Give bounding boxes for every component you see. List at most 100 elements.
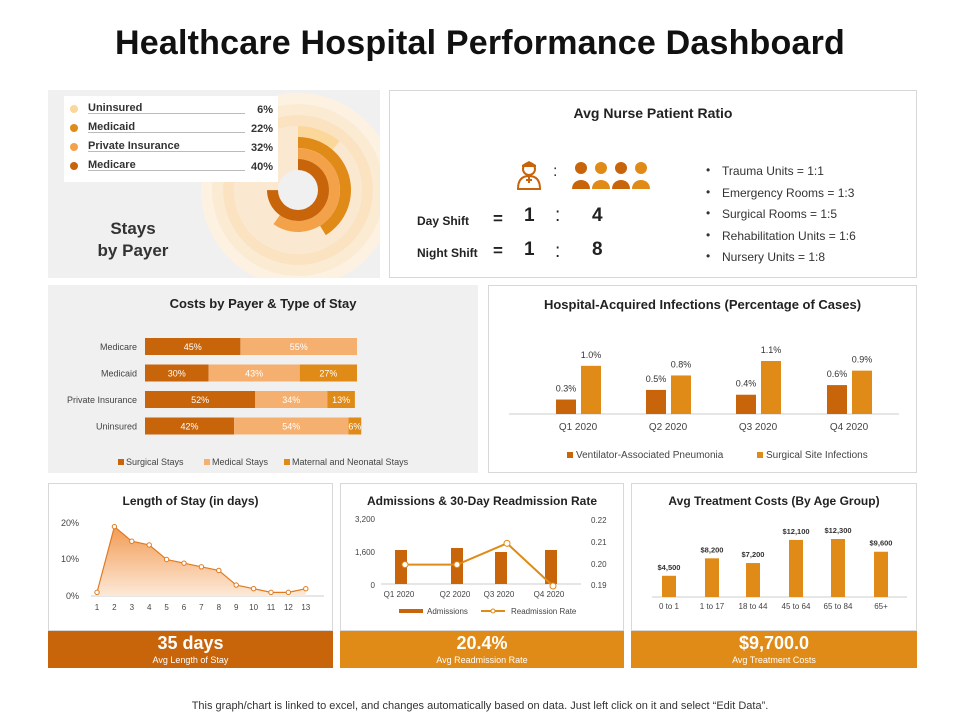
legend-value: 32% [250,142,273,154]
x-tick-label: 1 to 17 [700,602,725,611]
data-point [94,589,100,596]
kpi-length-of-stay: 35 days Avg Length of Stay [48,631,333,668]
x-tick-label: 18 to 44 [739,602,768,611]
legend-swatch [204,459,210,465]
data-label: 55% [290,342,308,352]
infections-chart[interactable]: 0.3% 1.0% Q1 2020 0.5% 0.8% Q2 2020 0.4% 1.1% Q3… [489,286,918,474]
data-label: 30% [168,369,186,379]
night-shift-nurses: 1 [524,239,535,260]
x-tick-label: 13 [301,603,310,612]
legend-swatch [567,452,573,458]
data-label: 52% [191,395,209,405]
x-tick-label: 4 [147,603,152,612]
legend-swatch [284,459,290,465]
y-tick-label: 0% [66,591,79,601]
legend-label: Readmission Rate [511,607,577,616]
nurse-ratio-title: Avg Nurse Patient Ratio [573,105,733,121]
admissions-chart[interactable]: 3,200 1,600 0 0.22 0.21 0.20 0.19 Q1 2020 Q2 202… [341,484,625,632]
legend-label: Admissions [427,607,468,616]
data-point [111,523,118,530]
bar [646,389,666,414]
unit-ratio-item: Trauma Units = 1:1 [706,163,856,186]
bar [395,550,407,584]
tick-label: Q3 2020 [739,422,778,433]
unit-ratio-item: Emergency Rooms = 1:3 [706,185,856,208]
data-label: 1.0% [581,350,602,360]
category-label: Private Insurance [67,395,137,405]
bar-segment [145,338,241,355]
treatment-panel: Avg Treatment Costs (By Age Group) $4,50… [631,483,917,631]
data-point [453,561,461,569]
los-chart[interactable]: 20%10%0%1 2 3 4 5 6 7 8 9 10 11 12 13 [49,484,334,632]
legend-label: Medical Stays [212,457,269,467]
x-tick-label: 8 [217,603,222,612]
night-shift-colon: : [555,241,561,262]
x-tick-label: 65+ [874,602,888,611]
data-label: $12,100 [782,527,809,536]
data-label: 0.4% [736,379,757,389]
bar-segment [327,391,355,408]
data-point [233,582,239,588]
data-label: $7,200 [742,550,765,559]
data-label: 42% [181,422,199,432]
data-label: $9,600 [870,539,893,548]
admissions-panel: Admissions & 30-Day Readmission Rate 3,2… [340,483,624,631]
data-point [268,589,274,596]
bar-segment [145,391,256,408]
tick-label: Q2 2020 [649,422,688,433]
y-tick-label-right: 0.20 [591,560,607,569]
data-point [163,556,170,563]
bar-segment [348,417,362,435]
y-tick-label: 20% [61,518,79,528]
costs-title: Costs by Payer & Type of Stay [169,296,357,311]
x-tick-label: 12 [284,603,293,612]
y-tick-label-left: 3,200 [355,515,376,524]
y-tick-label-right: 0.22 [591,516,607,525]
x-tick-label: 9 [234,603,239,612]
y-tick-label-right: 0.19 [591,581,607,590]
tick-label: Q4 2020 [830,422,869,433]
data-point [216,567,222,574]
category-label: Medicare [100,342,137,352]
bar [556,399,576,414]
legend-item-medicare: Medicare 40% [70,159,275,175]
bar [761,361,781,414]
data-label: 1.1% [761,345,782,355]
infections-title: Hospital-Acquired Infections (Percentage… [543,297,862,312]
ring-private-insurance [273,148,340,232]
legend-label: Maternal and Neonatal Stays [292,457,409,467]
day-shift-nurses: 1 [524,205,535,226]
data-point [549,582,557,590]
bar [581,365,601,414]
bar [495,552,507,584]
data-point [285,589,292,596]
data-point [303,586,309,592]
y-tick-label-left: 0 [371,581,376,590]
stays-radial-chart[interactable] [48,90,380,278]
x-tick-label: 2 [112,603,117,612]
bar-segment [208,364,300,382]
legend-dot [70,124,78,132]
legend-item-medicaid: Medicaid 22% [70,121,275,137]
legend-label: Surgical Stays [126,457,184,467]
ring-background [201,93,380,278]
legend-value: 6% [257,104,273,116]
stays-label-line1: Stays [110,219,156,238]
ring-uninsured [298,126,340,150]
series-line [405,542,554,587]
costs-chart[interactable]: Medicare 45% 55% Medicaid 30% 43% 27% Private I… [48,285,478,473]
data-point [129,538,135,544]
x-tick-label: Q3 2020 [484,590,515,599]
unit-ratio-item: Rehabilitation Units = 1:6 [706,228,856,251]
x-tick-label: 10 [249,603,258,612]
treatment-chart[interactable]: $4,500 0 to 1 $8,200 1 to 17 $7,200 18 to 44 $… [632,484,918,632]
kpi-value: 20.4% [456,633,508,653]
day-shift-label: Day Shift [417,214,470,228]
bar [852,370,872,414]
legend-label: Private Insurance [88,140,180,152]
bar [831,539,845,597]
legend-label: Surgical Site Infections [766,450,868,461]
x-tick-label: 5 [164,603,169,612]
data-point [250,586,257,592]
legend-dot [70,143,78,151]
